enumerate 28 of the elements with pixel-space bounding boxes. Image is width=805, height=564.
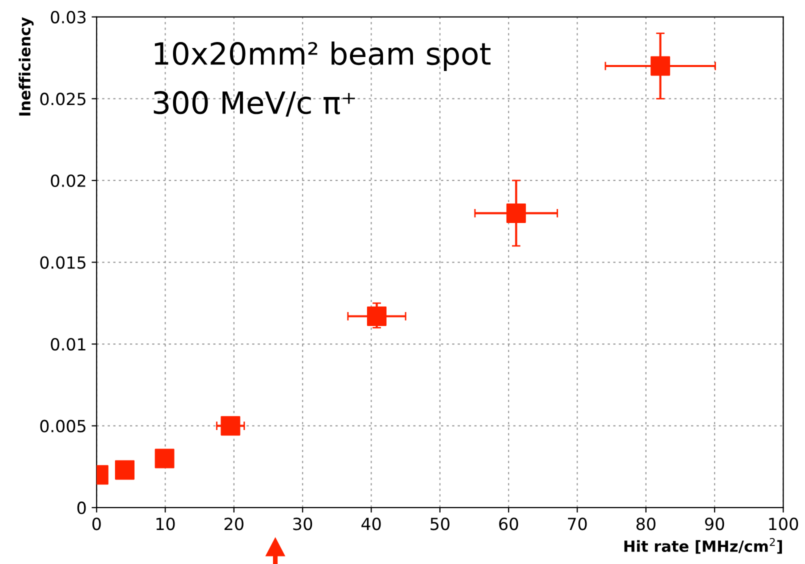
point [367,306,387,326]
y-tick-label: 0.025 [40,92,86,106]
x-tick-label: 100 [769,518,798,530]
point [154,448,174,468]
point [506,203,526,223]
annotation: 300 MeV/c π⁺ [154,91,355,117]
x-tick-label: 0 [92,518,101,530]
y-tick-label: 0.01 [50,338,86,351]
y-tick-label: 0.03 [50,10,86,24]
x-tick-label: 10 [156,518,175,530]
point [650,56,670,76]
x-axis-title: Hit rate [MHz/cm$^{2}$] [624,538,782,554]
y-axis-title: Inefficiency [18,17,34,116]
x-tick-label: 40 [361,518,381,530]
x-tick-label: 20 [224,518,244,530]
y-tick-label: 0 [77,502,86,514]
y-tick-label: 0.005 [40,420,86,432]
x-tick-label: 30 [293,518,312,530]
x-tick-label: 80 [636,518,656,530]
point [115,460,135,480]
y-tick-label: 0.02 [50,174,86,188]
x-tick-label: 90 [705,518,724,530]
annotation: 10x20mm² beam spot [154,41,491,72]
y-tick-label: 0.015 [40,256,86,269]
x-tick-label: 70 [568,518,587,530]
point [220,416,240,436]
x-tick-label: 60 [499,518,518,530]
x-tick-label: 50 [430,518,450,530]
